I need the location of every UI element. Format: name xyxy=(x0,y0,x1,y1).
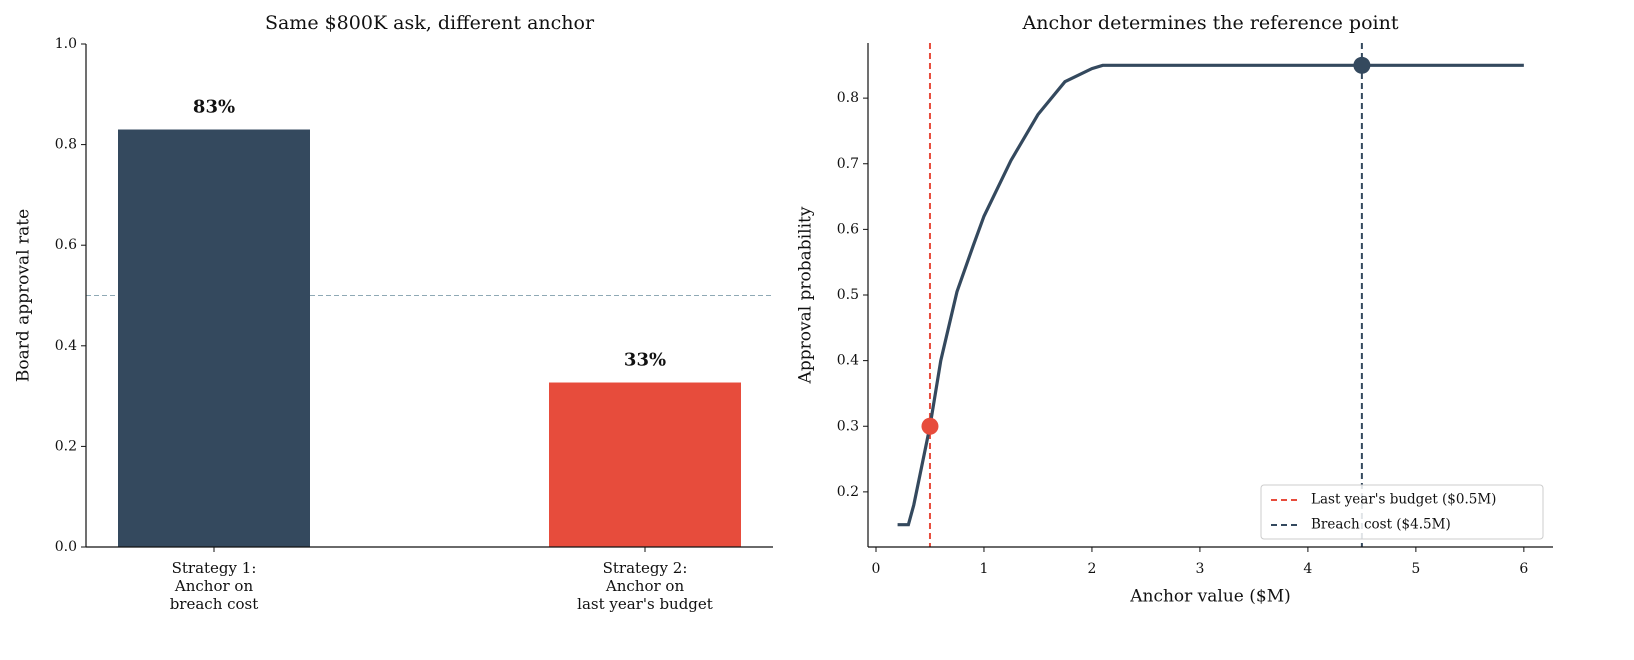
x-tick-label: 0 xyxy=(872,561,881,577)
bar xyxy=(118,129,310,547)
marker xyxy=(1353,56,1371,74)
y-tick-label: 0.6 xyxy=(837,221,859,237)
y-tick-label: 0.2 xyxy=(55,438,77,454)
line xyxy=(897,63,1524,527)
y-tick-label: 0.7 xyxy=(837,156,859,172)
bar xyxy=(549,382,741,547)
y-axis-label: Approval probability xyxy=(796,206,816,384)
chart-title: Same $800K ask, different anchor xyxy=(265,12,595,34)
x-tick-label: Strategy 2: Anchor on last year's budget xyxy=(577,559,713,613)
chart-title: Anchor determines the reference point xyxy=(1022,12,1399,34)
x-tick-label: 1 xyxy=(980,561,989,577)
y-tick-label: 0.8 xyxy=(55,137,77,153)
x-tick-label: 3 xyxy=(1195,561,1204,577)
x-tick-label: Strategy 1: Anchor on breach cost xyxy=(169,559,259,613)
x-tick-label: 5 xyxy=(1411,561,1420,577)
y-tick-label: 0.8 xyxy=(837,90,859,106)
legend-label: Breach cost ($4.5M) xyxy=(1311,517,1451,533)
y-axis-label: Board approval rate xyxy=(14,209,34,382)
y-tick-label: 0.0 xyxy=(55,539,77,555)
x-tick-label: 2 xyxy=(1087,561,1096,577)
y-tick-label: 0.5 xyxy=(837,287,859,303)
value-label: 33% xyxy=(624,350,666,371)
x-tick-label: 4 xyxy=(1303,561,1312,577)
y-tick-label: 0.2 xyxy=(837,484,859,500)
y-tick-label: 0.3 xyxy=(837,418,859,434)
x-axis-label: Anchor value ($M) xyxy=(1129,587,1291,607)
value-label: 83% xyxy=(193,97,235,118)
y-tick-label: 0.6 xyxy=(55,237,77,253)
x-tick-label: 6 xyxy=(1519,561,1528,577)
marker xyxy=(921,417,939,435)
legend-label: Last year's budget ($0.5M) xyxy=(1311,492,1496,508)
y-tick-label: 1.0 xyxy=(55,36,77,52)
y-tick-label: 0.4 xyxy=(837,353,859,369)
legend xyxy=(1260,484,1544,540)
y-tick-label: 0.4 xyxy=(55,338,77,354)
